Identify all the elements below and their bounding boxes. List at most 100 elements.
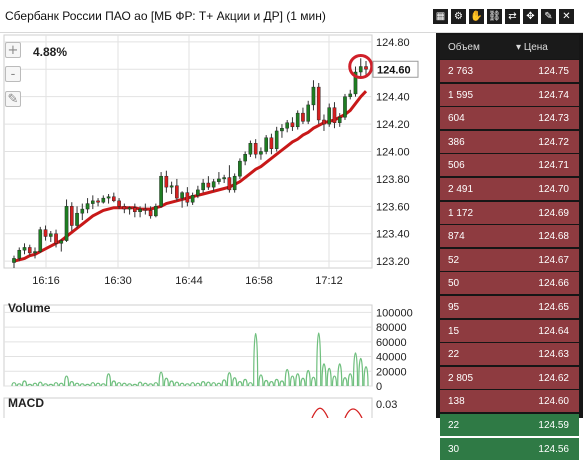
order-book-bid-row[interactable]: 22 124.59 bbox=[440, 414, 579, 436]
volume-bar bbox=[121, 382, 127, 387]
y-tick-label: 124.20 bbox=[376, 119, 410, 131]
order-book-ask-row[interactable]: 506 124.71 bbox=[440, 154, 579, 177]
candle-body bbox=[91, 200, 95, 204]
candle-body bbox=[148, 210, 153, 217]
window-titlebar: Сбербанк России ПАО ао [МБ ФР: Т+ Акции … bbox=[0, 0, 583, 33]
candle-body bbox=[59, 240, 64, 244]
order-book-ask-row[interactable]: 2 491 124.70 bbox=[440, 178, 579, 200]
pin-window-icon[interactable]: ✎ bbox=[541, 9, 556, 24]
order-volume: 22 bbox=[448, 349, 460, 361]
order-book-ask-row[interactable]: 1 172 124.69 bbox=[440, 201, 579, 224]
order-volume: 15 bbox=[448, 325, 460, 337]
candle-body bbox=[280, 127, 284, 132]
last-trade-marker bbox=[348, 54, 374, 80]
candle-body bbox=[232, 175, 237, 191]
volume-bar bbox=[48, 383, 54, 387]
volume-bar bbox=[179, 382, 185, 387]
order-price: 124.74 bbox=[538, 89, 569, 101]
volume-bar bbox=[316, 332, 322, 387]
order-volume: 52 bbox=[448, 254, 460, 266]
column-volume[interactable]: Объем bbox=[448, 42, 480, 53]
volume-bar bbox=[132, 383, 138, 387]
order-volume: 30 bbox=[448, 443, 460, 455]
candle-body bbox=[343, 96, 347, 118]
order-book-bid-row[interactable]: 30 124.56 bbox=[440, 437, 579, 460]
candle-body bbox=[101, 197, 106, 203]
candle-body bbox=[353, 71, 358, 95]
volume-bar bbox=[216, 382, 222, 387]
order-book-ask-row[interactable]: 52 124.67 bbox=[440, 248, 579, 271]
volume-bar bbox=[305, 369, 311, 387]
volume-label: Volume bbox=[8, 301, 51, 315]
price-chart[interactable]: 124.80 124.40 124.20 124.00 123.80 123.60 123.… bbox=[0, 33, 436, 418]
order-price: 124.62 bbox=[538, 372, 569, 384]
volume-bar bbox=[237, 380, 243, 387]
volume-bar bbox=[190, 382, 196, 387]
order-volume: 874 bbox=[448, 231, 465, 243]
order-book-ask-row[interactable]: 874 124.68 bbox=[440, 225, 579, 248]
candle-body bbox=[290, 122, 295, 128]
window-title: Сбербанк России ПАО ао [МБ ФР: Т+ Акции … bbox=[5, 9, 326, 23]
order-price: 124.60 bbox=[538, 396, 569, 408]
candle-body bbox=[169, 185, 174, 188]
link-icon[interactable]: ⛓ bbox=[487, 9, 502, 24]
column-price[interactable]: ▾ Цена bbox=[516, 42, 548, 53]
candle-body bbox=[285, 122, 289, 129]
close-icon[interactable]: ✕ bbox=[559, 9, 574, 24]
order-book-ask-row[interactable]: 2 805 124.62 bbox=[440, 366, 579, 389]
order-book-ask-row[interactable]: 2 763 124.75 bbox=[440, 60, 579, 82]
candle-body bbox=[75, 212, 79, 226]
order-price: 124.64 bbox=[538, 325, 569, 337]
volume-bar bbox=[169, 380, 175, 387]
volume-bar bbox=[274, 378, 280, 387]
order-price: 124.66 bbox=[538, 278, 569, 290]
order-book-ask-row[interactable]: 138 124.60 bbox=[440, 390, 579, 413]
x-tick-label: 17:12 bbox=[315, 275, 343, 287]
order-volume: 138 bbox=[448, 396, 465, 408]
chart-panel[interactable]: 124.80 124.40 124.20 124.00 123.80 123.60 123.… bbox=[0, 33, 436, 418]
volume-bar bbox=[226, 372, 233, 387]
order-book-ask-row[interactable]: 22 124.63 bbox=[440, 343, 579, 366]
candle-body bbox=[117, 200, 121, 207]
grid-icon[interactable]: ▦ bbox=[433, 9, 448, 24]
candle-body bbox=[269, 137, 274, 149]
order-book-ask-row[interactable]: 50 124.66 bbox=[440, 272, 579, 295]
volume-bar bbox=[42, 383, 49, 387]
candle-body bbox=[222, 177, 226, 180]
candle-body bbox=[364, 66, 368, 70]
order-book-ask-row[interactable]: 604 124.73 bbox=[440, 107, 579, 130]
move-icon[interactable]: ✥ bbox=[523, 9, 538, 24]
draw-tool-button[interactable]: ✎ bbox=[5, 91, 21, 107]
candle-body bbox=[54, 233, 58, 244]
order-book-ask-row[interactable]: 95 124.65 bbox=[440, 296, 579, 318]
order-price: 124.71 bbox=[538, 160, 569, 172]
volume-bar bbox=[205, 381, 211, 387]
y-tick-label: 123.20 bbox=[376, 256, 410, 268]
volume-bar bbox=[289, 375, 296, 387]
candle-body bbox=[248, 143, 253, 155]
volume-bar bbox=[253, 332, 259, 387]
order-book-ask-row[interactable]: 1 595 124.74 bbox=[440, 83, 579, 106]
y-tick-label: 124.40 bbox=[376, 92, 410, 104]
candle-body bbox=[211, 181, 216, 188]
volume-bar bbox=[32, 382, 38, 387]
current-price-label: 124.60 bbox=[377, 64, 411, 76]
volume-bar bbox=[90, 382, 96, 387]
order-price: 124.73 bbox=[538, 113, 569, 125]
x-tick-label: 16:44 bbox=[175, 275, 203, 287]
gear-icon[interactable]: ⚙ bbox=[451, 9, 466, 24]
volume-bar bbox=[16, 383, 22, 387]
order-book-ask-row[interactable]: 386 124.72 bbox=[440, 130, 579, 153]
zoom-in-button[interactable]: + bbox=[5, 42, 21, 58]
macd-tick-label: 0.03 bbox=[376, 399, 397, 411]
candle-body bbox=[327, 107, 332, 125]
hand-icon[interactable]: ✋ bbox=[469, 9, 484, 24]
pin-icon[interactable]: ⇄ bbox=[505, 9, 520, 24]
candle-body bbox=[164, 175, 169, 188]
order-book-ask-row[interactable]: 15 124.64 bbox=[440, 319, 579, 342]
y-tick-label: 123.40 bbox=[376, 229, 410, 241]
volume-tick-label: 60000 bbox=[376, 337, 407, 349]
current-price-box bbox=[372, 60, 419, 78]
order-volume: 386 bbox=[448, 136, 465, 148]
zoom-out-button[interactable]: - bbox=[5, 66, 21, 82]
